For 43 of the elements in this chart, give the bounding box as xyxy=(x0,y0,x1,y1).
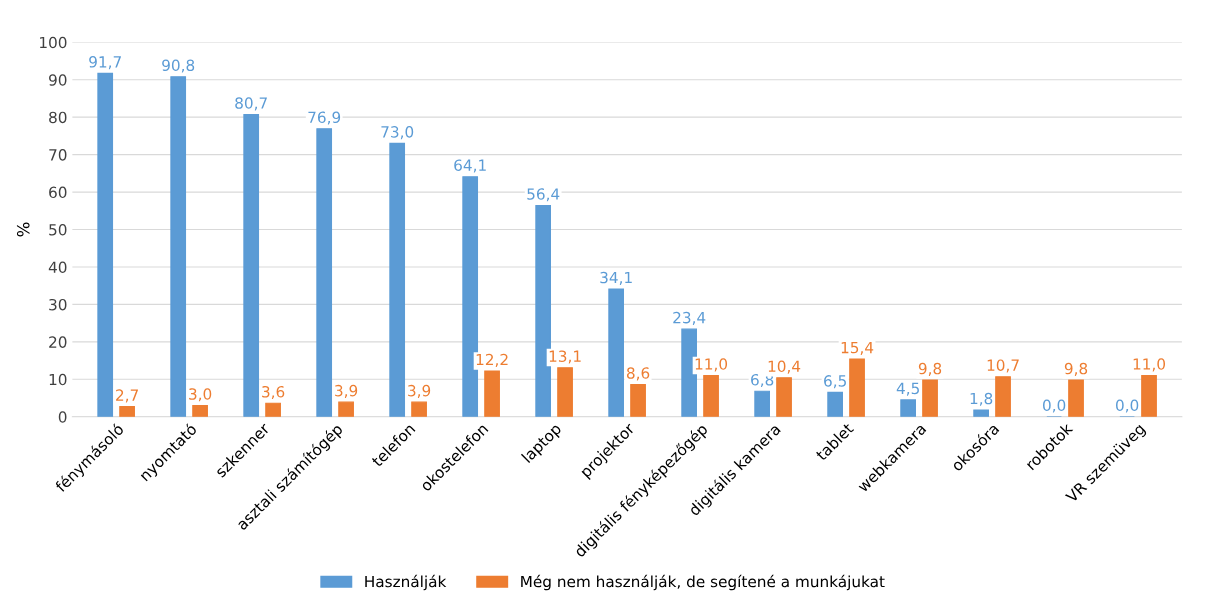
y-tick-label: 10 xyxy=(49,373,67,386)
data-label: 0,0 xyxy=(1115,399,1139,413)
data-label: 56,4 xyxy=(527,188,560,202)
data-label: 13,1 xyxy=(549,350,581,364)
data-label: 23,4 xyxy=(673,311,706,325)
data-label: 15,4 xyxy=(841,342,874,355)
y-axis-title: % xyxy=(16,222,30,237)
data-label: 8,6 xyxy=(626,367,650,381)
data-label: 9,8 xyxy=(1064,362,1088,376)
y-tick-label: 20 xyxy=(49,336,67,348)
data-label: 9,8 xyxy=(918,362,942,376)
data-label: 10,4 xyxy=(768,360,801,374)
legend-label: Még nem használják, de segítené a munkájukat xyxy=(521,574,885,591)
data-label: 90,8 xyxy=(162,59,195,73)
data-label: 80,7 xyxy=(235,97,267,111)
data-label: 34,1 xyxy=(600,271,632,285)
y-tick-label: 0 xyxy=(58,411,67,423)
data-label: 3,0 xyxy=(189,388,212,402)
y-tick-label: 100 xyxy=(40,36,67,49)
y-tick-label: 90 xyxy=(49,74,67,86)
data-label: 3,6 xyxy=(262,385,285,400)
data-label: 11,0 xyxy=(695,358,728,372)
data-label: 6,5 xyxy=(824,375,846,389)
y-tick-label: 70 xyxy=(49,149,67,161)
y-tick-label: 80 xyxy=(49,111,67,124)
data-label: 0,0 xyxy=(1043,399,1066,413)
data-label: 2,7 xyxy=(116,389,138,403)
data-label: 10,7 xyxy=(987,359,1019,373)
data-label: 12,2 xyxy=(476,353,508,367)
data-label: 76,9 xyxy=(308,111,341,125)
data-label: 11,0 xyxy=(1133,358,1166,372)
y-tick-label: 50 xyxy=(49,223,67,236)
y-tick-label: 60 xyxy=(49,186,67,199)
data-label: 3,9 xyxy=(335,384,358,398)
y-tick-label: 40 xyxy=(48,261,67,273)
data-label: 73,0 xyxy=(381,126,414,140)
data-label: 4,5 xyxy=(896,382,919,396)
y-tick-label: 30 xyxy=(49,298,67,311)
data-label: 64,1 xyxy=(454,159,486,173)
data-label: 3,9 xyxy=(408,384,431,398)
data-label: 1,8 xyxy=(970,392,993,406)
legend-label: Használják xyxy=(365,574,447,591)
data-label: 91,7 xyxy=(89,56,121,70)
